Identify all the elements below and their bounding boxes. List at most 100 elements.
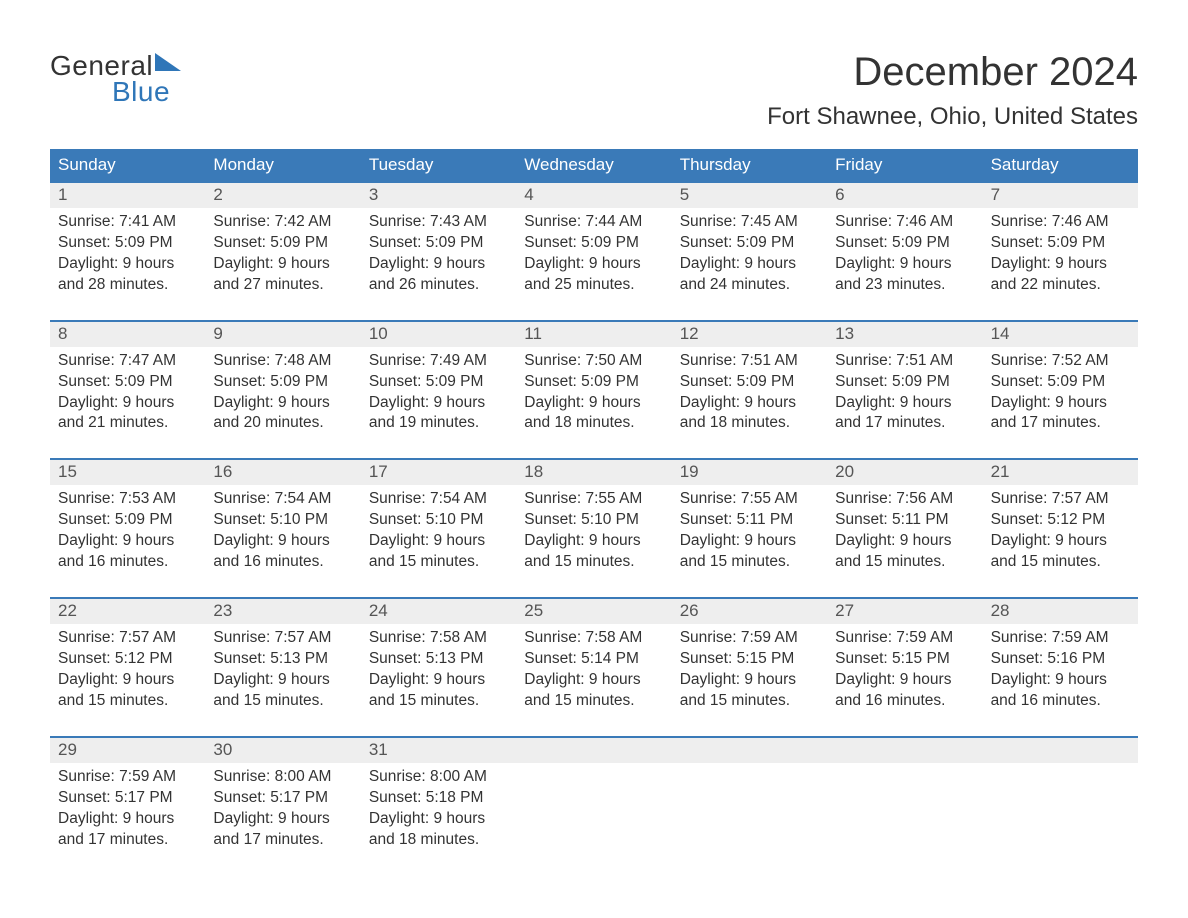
daylight-line-2: and 18 minutes. [524,413,663,434]
sunrise-line: Sunrise: 7:56 AM [835,489,974,510]
day-number: 10 [361,322,516,347]
sunrise-line: Sunrise: 7:59 AM [680,628,819,649]
sunset-line: Sunset: 5:11 PM [680,510,819,531]
daylight-line-2: and 15 minutes. [680,691,819,712]
day-number: 17 [361,460,516,485]
sunset-line: Sunset: 5:17 PM [58,788,197,809]
daylight-line-1: Daylight: 9 hours [369,809,508,830]
daylight-line-1: Daylight: 9 hours [680,254,819,275]
sunrise-line: Sunrise: 7:55 AM [680,489,819,510]
sunset-line: Sunset: 5:09 PM [213,372,352,393]
day-cell: Sunrise: 7:42 AMSunset: 5:09 PMDaylight:… [205,208,360,302]
day-cell [516,763,671,857]
daylight-line-1: Daylight: 9 hours [835,393,974,414]
day-cell: Sunrise: 7:58 AMSunset: 5:13 PMDaylight:… [361,624,516,718]
sunset-line: Sunset: 5:16 PM [991,649,1130,670]
day-cell: Sunrise: 7:57 AMSunset: 5:12 PMDaylight:… [983,485,1138,579]
day-number [983,738,1138,763]
daylight-line-2: and 17 minutes. [213,830,352,851]
day-number: 24 [361,599,516,624]
daylight-line-1: Daylight: 9 hours [213,531,352,552]
calendar-week: 891011121314Sunrise: 7:47 AMSunset: 5:09… [50,320,1138,441]
sunrise-line: Sunrise: 7:59 AM [58,767,197,788]
daylight-line-2: and 22 minutes. [991,275,1130,296]
daylight-line-2: and 27 minutes. [213,275,352,296]
daylight-line-1: Daylight: 9 hours [680,670,819,691]
daylight-line-2: and 15 minutes. [58,691,197,712]
sunset-line: Sunset: 5:10 PM [524,510,663,531]
day-number-row: 293031 [50,738,1138,763]
daylight-line-2: and 15 minutes. [369,691,508,712]
day-number: 16 [205,460,360,485]
sunset-line: Sunset: 5:15 PM [680,649,819,670]
sunset-line: Sunset: 5:09 PM [680,233,819,254]
sunset-line: Sunset: 5:09 PM [58,510,197,531]
sunset-line: Sunset: 5:14 PM [524,649,663,670]
daylight-line-1: Daylight: 9 hours [680,531,819,552]
daylight-line-1: Daylight: 9 hours [524,254,663,275]
daylight-line-2: and 15 minutes. [369,552,508,573]
day-number: 14 [983,322,1138,347]
day-cell: Sunrise: 7:59 AMSunset: 5:15 PMDaylight:… [827,624,982,718]
sunrise-line: Sunrise: 7:47 AM [58,351,197,372]
day-content-row: Sunrise: 7:41 AMSunset: 5:09 PMDaylight:… [50,208,1138,302]
sunrise-line: Sunrise: 7:50 AM [524,351,663,372]
daylight-line-1: Daylight: 9 hours [369,670,508,691]
day-number [516,738,671,763]
day-cell: Sunrise: 7:57 AMSunset: 5:12 PMDaylight:… [50,624,205,718]
sunset-line: Sunset: 5:09 PM [58,372,197,393]
daylight-line-2: and 15 minutes. [524,691,663,712]
sunset-line: Sunset: 5:11 PM [835,510,974,531]
day-cell: Sunrise: 7:55 AMSunset: 5:11 PMDaylight:… [672,485,827,579]
day-number: 23 [205,599,360,624]
daylight-line-2: and 24 minutes. [680,275,819,296]
day-cell: Sunrise: 7:51 AMSunset: 5:09 PMDaylight:… [672,347,827,441]
sunset-line: Sunset: 5:12 PM [991,510,1130,531]
weekday-header: Saturday [983,149,1138,181]
sunrise-line: Sunrise: 7:48 AM [213,351,352,372]
daylight-line-2: and 15 minutes. [991,552,1130,573]
weekday-header: Tuesday [361,149,516,181]
sunset-line: Sunset: 5:17 PM [213,788,352,809]
day-cell: Sunrise: 7:55 AMSunset: 5:10 PMDaylight:… [516,485,671,579]
sunset-line: Sunset: 5:15 PM [835,649,974,670]
daylight-line-2: and 16 minutes. [991,691,1130,712]
day-cell: Sunrise: 7:46 AMSunset: 5:09 PMDaylight:… [827,208,982,302]
sunrise-line: Sunrise: 7:55 AM [524,489,663,510]
sunrise-line: Sunrise: 7:57 AM [58,628,197,649]
daylight-line-2: and 17 minutes. [835,413,974,434]
daylight-line-1: Daylight: 9 hours [369,531,508,552]
day-content-row: Sunrise: 7:47 AMSunset: 5:09 PMDaylight:… [50,347,1138,441]
sunset-line: Sunset: 5:09 PM [680,372,819,393]
day-number: 27 [827,599,982,624]
sunrise-line: Sunrise: 7:52 AM [991,351,1130,372]
day-number-row: 891011121314 [50,322,1138,347]
daylight-line-1: Daylight: 9 hours [835,670,974,691]
sunrise-line: Sunrise: 7:57 AM [991,489,1130,510]
daylight-line-1: Daylight: 9 hours [213,254,352,275]
weekday-header: Monday [205,149,360,181]
logo-text-blue: Blue [112,76,185,108]
day-number: 4 [516,183,671,208]
sunset-line: Sunset: 5:09 PM [524,233,663,254]
daylight-line-1: Daylight: 9 hours [213,670,352,691]
day-cell: Sunrise: 7:51 AMSunset: 5:09 PMDaylight:… [827,347,982,441]
day-cell [983,763,1138,857]
day-cell: Sunrise: 7:58 AMSunset: 5:14 PMDaylight:… [516,624,671,718]
day-cell: Sunrise: 8:00 AMSunset: 5:18 PMDaylight:… [361,763,516,857]
sunrise-line: Sunrise: 7:53 AM [58,489,197,510]
day-number: 19 [672,460,827,485]
sunset-line: Sunset: 5:09 PM [369,372,508,393]
sunrise-line: Sunrise: 7:51 AM [835,351,974,372]
day-number: 31 [361,738,516,763]
sunset-line: Sunset: 5:09 PM [991,233,1130,254]
daylight-line-1: Daylight: 9 hours [369,393,508,414]
day-number: 29 [50,738,205,763]
day-content-row: Sunrise: 7:57 AMSunset: 5:12 PMDaylight:… [50,624,1138,718]
daylight-line-2: and 18 minutes. [680,413,819,434]
day-number: 13 [827,322,982,347]
weekday-header: Friday [827,149,982,181]
day-number: 20 [827,460,982,485]
day-content-row: Sunrise: 7:59 AMSunset: 5:17 PMDaylight:… [50,763,1138,857]
daylight-line-2: and 20 minutes. [213,413,352,434]
